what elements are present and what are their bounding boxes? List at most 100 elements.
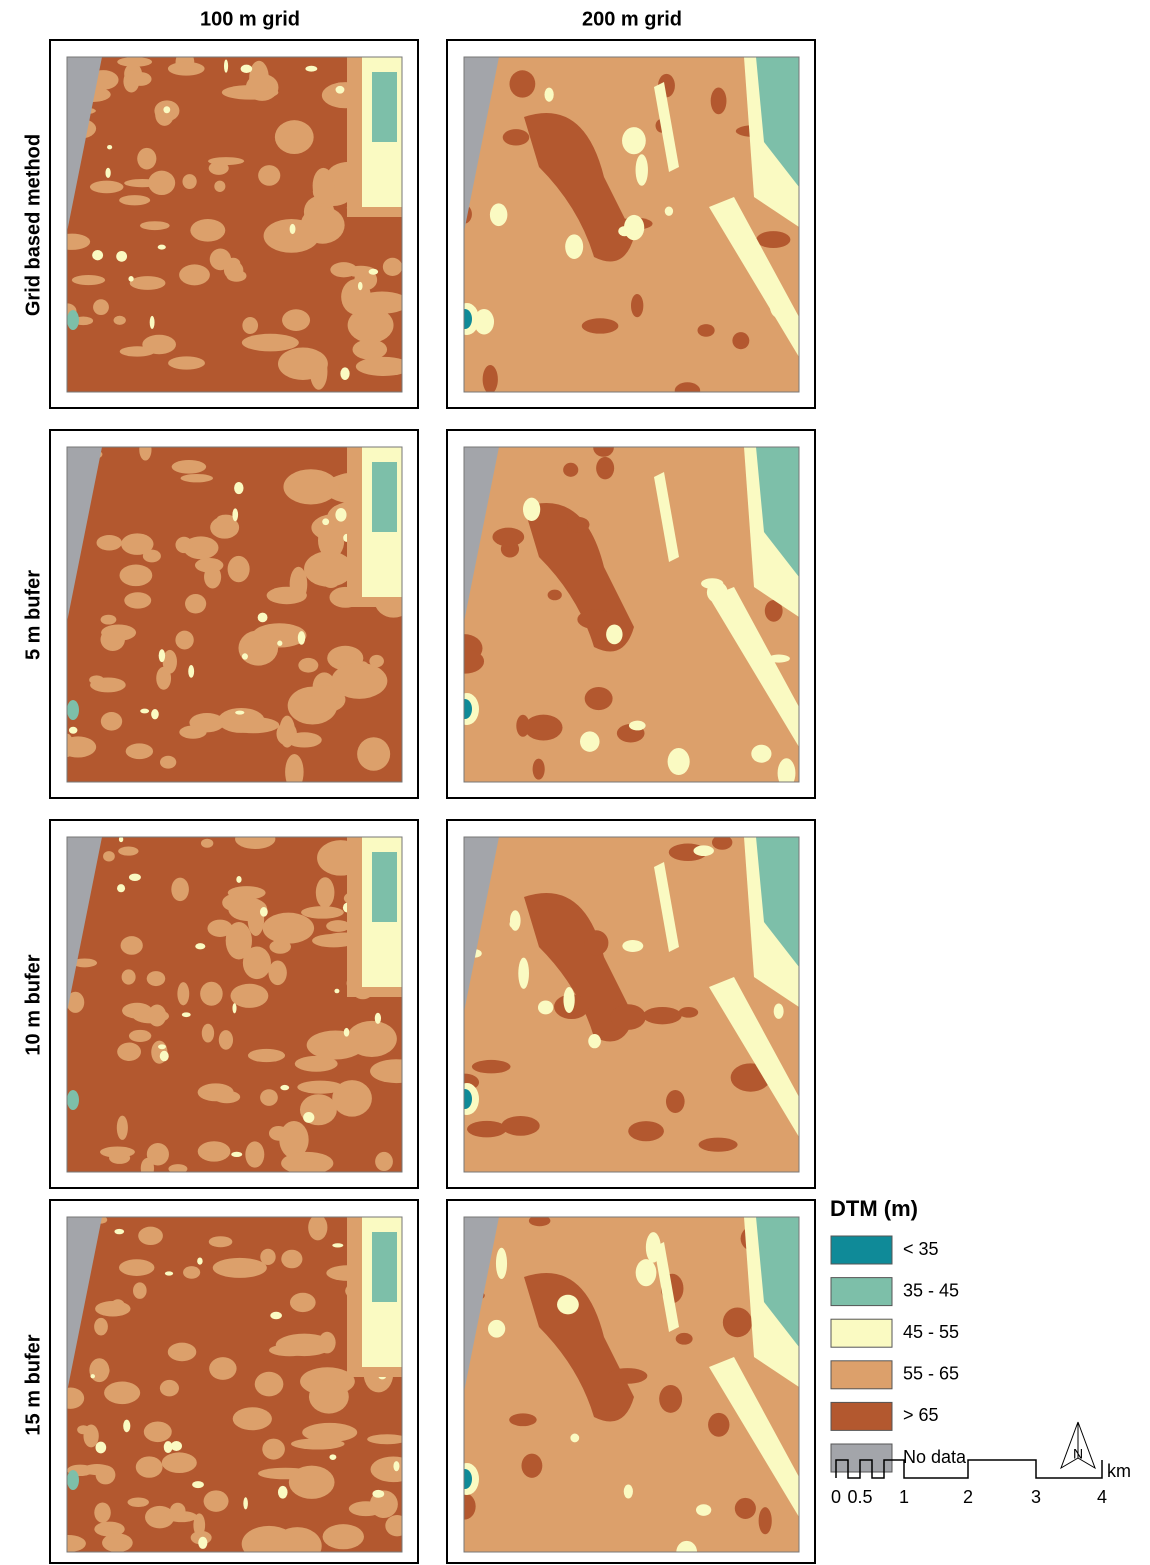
terrain-patch: [117, 1043, 141, 1061]
map: [51, 829, 428, 1179]
scale-label: 3: [1031, 1487, 1041, 1507]
map: [51, 1215, 416, 1565]
terrain-patch: [711, 87, 727, 114]
scale-unit: km: [1107, 1461, 1131, 1481]
scale-label: 4: [1097, 1487, 1107, 1507]
terrain-patch: [97, 535, 122, 550]
terrain-patch: [287, 732, 322, 747]
terrain-patch: [565, 234, 583, 259]
terrain-patch: [606, 624, 622, 644]
terrain-patch: [643, 1007, 682, 1024]
legend-title: DTM (m): [830, 1196, 918, 1221]
terrain-patch: [94, 1318, 108, 1336]
terrain-patch: [309, 1380, 349, 1414]
terrain-patch: [226, 270, 246, 282]
terrain-patch: [90, 677, 126, 692]
terrain-patch: [524, 715, 562, 741]
legend-label: 55 - 65: [903, 1364, 959, 1384]
terrain-patch: [243, 1497, 248, 1509]
terrain-patch: [122, 1003, 152, 1019]
terrain-patch: [608, 1368, 648, 1384]
terrain-patch: [162, 1452, 197, 1473]
terrain-patch: [509, 70, 535, 97]
terrain-patch: [177, 982, 189, 1005]
terrain-patch: [305, 66, 317, 72]
legend-swatch: [831, 1278, 892, 1306]
scale-label: 0.5: [847, 1487, 872, 1507]
terrain-patch: [160, 1380, 179, 1397]
terrain-patch: [102, 1533, 133, 1552]
row-label: 15 m bufer: [22, 1334, 44, 1435]
terrain-patch: [107, 145, 112, 149]
terrain-patch: [201, 839, 213, 848]
terrain-patch: [190, 219, 225, 242]
terrain-patch: [488, 1320, 505, 1338]
terrain-patch: [94, 1502, 111, 1522]
legend-swatch: [831, 1319, 892, 1347]
figure: 100 m grid200 m gridGrid based method5 m…: [0, 0, 1150, 1565]
terrain-patch: [92, 250, 103, 260]
terrain-patch: [341, 279, 371, 315]
terrain-patch: [232, 1003, 236, 1013]
terrain-patch: [393, 1461, 399, 1471]
terrain-patch: [202, 1024, 214, 1043]
terrain-patch: [129, 1030, 151, 1042]
terrain-patch: [120, 346, 155, 356]
map: [455, 48, 809, 398]
terrain-patch: [323, 1524, 364, 1549]
terrain-patch: [67, 310, 79, 330]
terrain-patch: [217, 515, 235, 523]
terrain-patch: [774, 1004, 784, 1019]
terrain-patch: [352, 339, 387, 359]
terrain-patch: [290, 1293, 316, 1312]
terrain-patch: [100, 628, 124, 651]
terrain-patch: [236, 876, 241, 883]
terrain-patch: [318, 522, 344, 558]
column-title: 100 m grid: [200, 8, 300, 30]
terrain-patch: [624, 1484, 633, 1498]
terrain-patch: [67, 1090, 79, 1110]
terrain-patch: [230, 984, 268, 1008]
north-label: N: [1073, 1446, 1083, 1462]
terrain-patch: [198, 1537, 207, 1549]
terrain-patch: [160, 756, 176, 769]
terrain-patch: [375, 1152, 393, 1171]
terrain-patch: [136, 1456, 163, 1477]
terrain-patch: [278, 348, 328, 380]
terrain-patch: [200, 982, 223, 1006]
terrain-patch: [121, 936, 143, 955]
terrain-patch: [95, 1442, 106, 1454]
terrain-patch: [117, 1116, 128, 1140]
terrain-patch: [510, 910, 521, 931]
terrain-patch: [260, 907, 268, 917]
terrain-patch: [171, 1441, 182, 1451]
terrain-patch: [756, 231, 790, 248]
terrain-patch: [232, 508, 238, 521]
terrain-patch: [198, 1141, 231, 1161]
terrain-patch: [255, 1372, 284, 1397]
terrain-patch: [567, 517, 590, 533]
terrain-patch: [533, 759, 545, 780]
terrain-patch: [289, 1466, 335, 1499]
terrain-patch: [195, 558, 223, 573]
terrain-patch: [335, 508, 346, 522]
terrain-patch: [636, 154, 648, 186]
terrain-patch: [105, 168, 110, 178]
terrain-patch: [278, 1486, 288, 1499]
terrain-patch: [582, 318, 619, 333]
terrain-patch: [103, 851, 115, 861]
terrain-patch: [138, 1227, 163, 1245]
terrain-patch: [270, 1312, 282, 1319]
legend-swatch: [831, 1236, 892, 1264]
terrain-patch: [367, 1434, 407, 1444]
terrain-patch: [330, 262, 357, 277]
terrain-patch: [334, 989, 339, 994]
terrain-patch: [501, 1116, 539, 1136]
terrain-patch: [383, 258, 402, 276]
terrain-patch: [693, 845, 713, 856]
terrain-patch: [699, 1138, 738, 1152]
terrain-patch: [214, 181, 225, 192]
terrain-patch: [322, 518, 329, 525]
terrain-patch: [179, 264, 210, 285]
terrain-patch: [375, 1013, 381, 1024]
